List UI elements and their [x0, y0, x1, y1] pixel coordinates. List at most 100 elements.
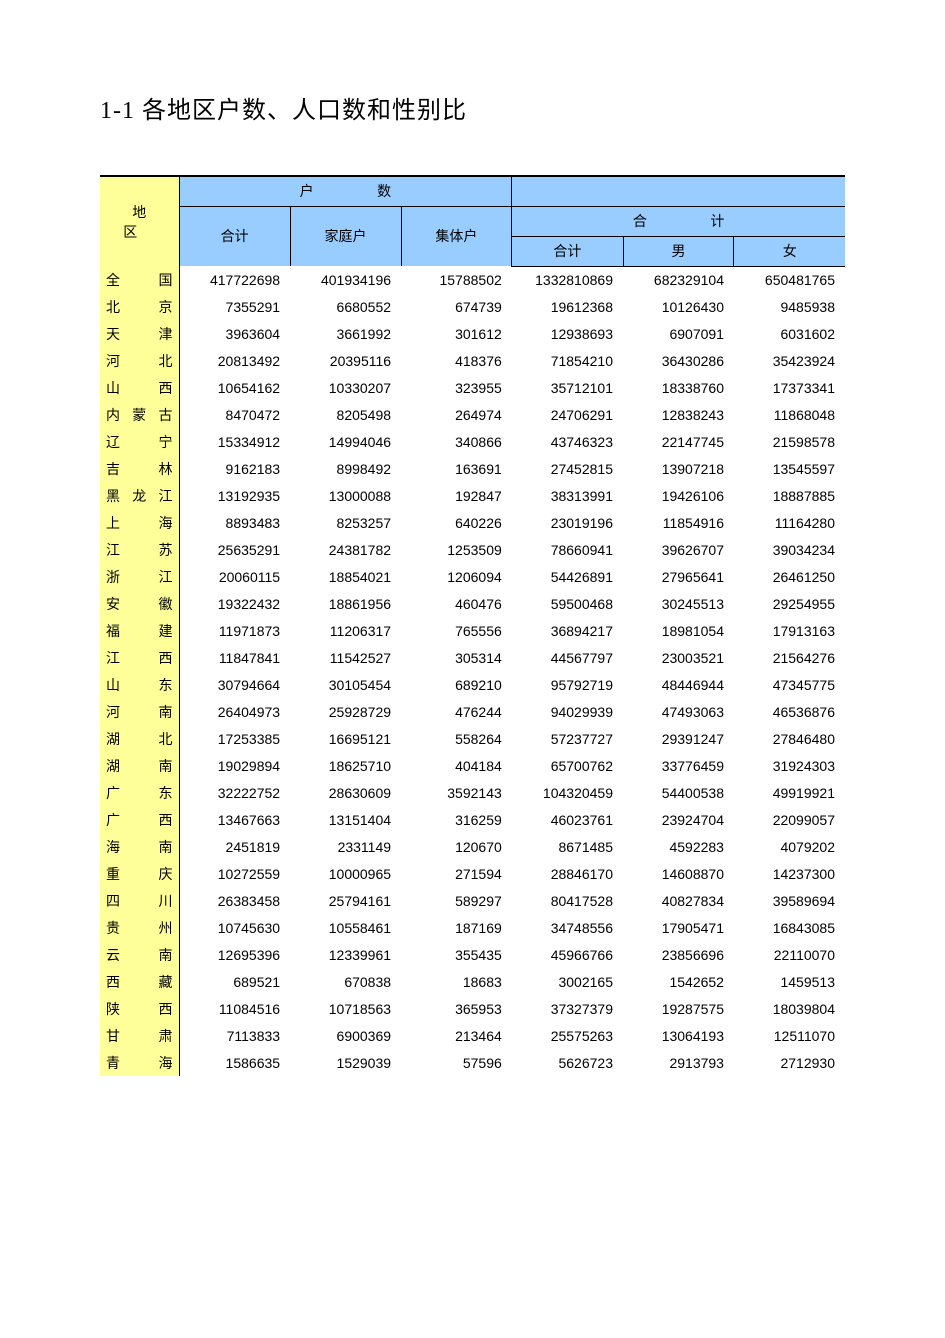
num-cell: 31924303 — [734, 752, 845, 779]
num-cell: 39589694 — [734, 887, 845, 914]
num-cell: 4592283 — [623, 833, 734, 860]
num-cell: 95792719 — [512, 671, 623, 698]
num-cell: 1253509 — [401, 536, 512, 563]
region-cell: 广 东 — [100, 779, 179, 806]
num-cell: 47493063 — [623, 698, 734, 725]
region-cell: 全 国 — [100, 266, 179, 293]
table-row: 山 东3079466430105454689210957927194844694… — [100, 671, 845, 698]
num-cell: 18854021 — [290, 563, 401, 590]
num-cell: 10718563 — [290, 995, 401, 1022]
num-cell: 25928729 — [290, 698, 401, 725]
num-cell: 10000965 — [290, 860, 401, 887]
num-cell: 17905471 — [623, 914, 734, 941]
region-cell: 黑龙江 — [100, 482, 179, 509]
num-cell: 9162183 — [179, 455, 290, 482]
num-cell: 192847 — [401, 482, 512, 509]
region-cell: 河 北 — [100, 347, 179, 374]
header-hh-total: 合计 — [179, 206, 290, 266]
table-row: 内蒙古8470472820549826497424706291128382431… — [100, 401, 845, 428]
num-cell: 57596 — [401, 1049, 512, 1076]
num-cell: 24381782 — [290, 536, 401, 563]
region-cell: 海 南 — [100, 833, 179, 860]
num-cell: 18683 — [401, 968, 512, 995]
num-cell: 45966766 — [512, 941, 623, 968]
num-cell: 11854916 — [623, 509, 734, 536]
num-cell: 19322432 — [179, 590, 290, 617]
num-cell: 16843085 — [734, 914, 845, 941]
table-row: 吉 林9162183899849216369127452815139072181… — [100, 455, 845, 482]
num-cell: 25575263 — [512, 1022, 623, 1049]
num-cell: 13467663 — [179, 806, 290, 833]
num-cell: 8470472 — [179, 401, 290, 428]
num-cell: 43746323 — [512, 428, 623, 455]
table-row: 西 藏6895216708381868330021651542652145951… — [100, 968, 845, 995]
num-cell: 5626723 — [512, 1049, 623, 1076]
num-cell: 163691 — [401, 455, 512, 482]
num-cell: 10745630 — [179, 914, 290, 941]
region-cell: 天 津 — [100, 320, 179, 347]
header-region: 地 区 — [100, 176, 179, 266]
num-cell: 22099057 — [734, 806, 845, 833]
header-pop-male: 男 — [623, 236, 734, 266]
num-cell: 301612 — [401, 320, 512, 347]
num-cell: 78660941 — [512, 536, 623, 563]
num-cell: 20060115 — [179, 563, 290, 590]
table-row: 四 川2638345825794161589297804175284082783… — [100, 887, 845, 914]
table-body: 全 国4177226984019341961578850213328108696… — [100, 266, 845, 1076]
num-cell: 11971873 — [179, 617, 290, 644]
num-cell: 650481765 — [734, 266, 845, 293]
num-cell: 18887885 — [734, 482, 845, 509]
num-cell: 48446944 — [623, 671, 734, 698]
num-cell: 71854210 — [512, 347, 623, 374]
table-row: 全 国4177226984019341961578850213328108696… — [100, 266, 845, 293]
num-cell: 35423924 — [734, 347, 845, 374]
table-row: 江 苏2563529124381782125350978660941396267… — [100, 536, 845, 563]
num-cell: 13907218 — [623, 455, 734, 482]
data-table: 地 区 户 数 合计 家庭户 集体户 合 计 合计 男 女 全 国4177226… — [100, 175, 845, 1076]
num-cell: 25635291 — [179, 536, 290, 563]
num-cell: 2712930 — [734, 1049, 845, 1076]
num-cell: 404184 — [401, 752, 512, 779]
num-cell: 26404973 — [179, 698, 290, 725]
num-cell: 30794664 — [179, 671, 290, 698]
num-cell: 1206094 — [401, 563, 512, 590]
num-cell: 11206317 — [290, 617, 401, 644]
num-cell: 17253385 — [179, 725, 290, 752]
table-row: 广 西1346766313151404316259460237612392470… — [100, 806, 845, 833]
num-cell: 417722698 — [179, 266, 290, 293]
num-cell: 3592143 — [401, 779, 512, 806]
num-cell: 11164280 — [734, 509, 845, 536]
num-cell: 1459513 — [734, 968, 845, 995]
region-cell: 甘 肃 — [100, 1022, 179, 1049]
region-cell: 四 川 — [100, 887, 179, 914]
num-cell: 39626707 — [623, 536, 734, 563]
region-cell: 辽 宁 — [100, 428, 179, 455]
num-cell: 15334912 — [179, 428, 290, 455]
num-cell: 355435 — [401, 941, 512, 968]
num-cell: 12695396 — [179, 941, 290, 968]
table-row: 湖 北1725338516695121558264572377272939124… — [100, 725, 845, 752]
num-cell: 6680552 — [290, 293, 401, 320]
num-cell: 23924704 — [623, 806, 734, 833]
table-row: 海 南2451819233114912067086714854592283407… — [100, 833, 845, 860]
num-cell: 30105454 — [290, 671, 401, 698]
num-cell: 12838243 — [623, 401, 734, 428]
num-cell: 22110070 — [734, 941, 845, 968]
num-cell: 401934196 — [290, 266, 401, 293]
num-cell: 3002165 — [512, 968, 623, 995]
num-cell: 14237300 — [734, 860, 845, 887]
num-cell: 12339961 — [290, 941, 401, 968]
region-cell: 贵 州 — [100, 914, 179, 941]
region-cell: 福 建 — [100, 617, 179, 644]
num-cell: 35712101 — [512, 374, 623, 401]
table-row: 山 西1065416210330207323955357121011833876… — [100, 374, 845, 401]
num-cell: 14994046 — [290, 428, 401, 455]
header-population-group — [512, 176, 845, 206]
num-cell: 14608870 — [623, 860, 734, 887]
num-cell: 460476 — [401, 590, 512, 617]
header-pop-total-group: 合 计 — [512, 206, 845, 236]
table-row: 河 北2081349220395116418376718542103643028… — [100, 347, 845, 374]
num-cell: 104320459 — [512, 779, 623, 806]
num-cell: 13151404 — [290, 806, 401, 833]
num-cell: 19426106 — [623, 482, 734, 509]
